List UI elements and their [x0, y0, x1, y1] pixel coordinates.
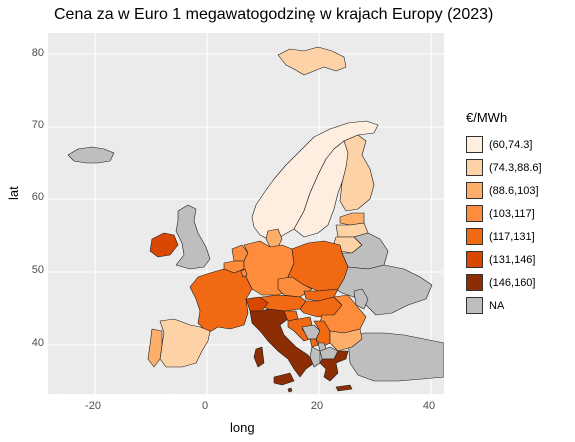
country-serbia	[313, 320, 331, 348]
country-albania	[309, 346, 321, 368]
legend-swatch	[466, 205, 483, 222]
legend-label: (131,146]	[489, 253, 536, 266]
country-italy-sicily	[273, 372, 295, 386]
legend-label: (117,131]	[489, 230, 535, 243]
legend-label: (146,160]	[489, 276, 536, 289]
country-united-kingdom	[175, 204, 211, 270]
legend-swatch	[466, 274, 483, 291]
legend-swatch	[466, 228, 483, 245]
legend-item: (117,131]	[466, 225, 566, 248]
chart-title: Cena za w Euro 1 megawatogodzinę w kraja…	[54, 6, 494, 23]
country-bulgaria	[329, 328, 363, 352]
legend-swatch	[466, 297, 483, 314]
country-montenegro	[309, 338, 319, 348]
x-axis-title: long	[230, 420, 255, 435]
legend-label: (60,74.3]	[489, 138, 533, 151]
x-tick-label: 40	[422, 400, 436, 412]
legend: €/MWh (60,74.3] (74.3,88.6] (88.6,103] (…	[466, 110, 566, 317]
y-tick-label: 80	[31, 47, 44, 59]
y-axis-title: lat	[6, 186, 21, 200]
country-ireland	[149, 232, 179, 258]
country-turkey	[347, 332, 444, 382]
legend-item: (88.6,103]	[466, 179, 566, 202]
minor-gridlines	[48, 33, 444, 394]
legend-swatch	[466, 251, 483, 268]
country-iceland	[67, 146, 115, 164]
legend-item: (60,74.3]	[466, 133, 566, 156]
country-moldova	[353, 288, 369, 310]
country-malta	[287, 387, 293, 393]
country-france	[189, 268, 253, 334]
legend-item: (103,117]	[466, 202, 566, 225]
legend-title: €/MWh	[466, 110, 508, 125]
legend-item: NA	[466, 294, 566, 317]
map-svg	[48, 33, 444, 394]
legend-item: (74.3,88.6]	[466, 156, 566, 179]
y-tick-label: 70	[31, 119, 44, 131]
legend-label: (88.6,103]	[489, 184, 539, 197]
country-estonia	[339, 212, 365, 226]
country-luxembourg	[240, 268, 248, 278]
y-tick-label: 60	[31, 191, 44, 203]
x-tick-label: 0	[201, 400, 209, 412]
country-greece-crete	[335, 384, 353, 392]
legend-label: NA	[489, 299, 505, 312]
legend-item: (146,160]	[466, 271, 566, 294]
y-tick-label: 50	[31, 264, 44, 276]
legend-swatch	[466, 182, 483, 199]
country-greece	[319, 350, 349, 382]
country-svalbard	[277, 46, 347, 76]
x-tick-label: -20	[85, 400, 101, 412]
legend-label: (74.3,88.6]	[489, 161, 542, 174]
legend-swatch	[466, 136, 483, 153]
country-italy-sardinia	[253, 346, 265, 368]
country-switzerland	[245, 296, 269, 312]
legend-item: (131,146]	[466, 248, 566, 271]
legend-label: (103,117]	[489, 207, 535, 220]
country-finland	[339, 134, 375, 212]
legend-swatch	[466, 159, 483, 176]
x-tick-label: 20	[310, 400, 324, 412]
y-tick-label: 40	[31, 337, 44, 349]
map-panel	[48, 33, 444, 394]
country-portugal	[147, 328, 163, 368]
